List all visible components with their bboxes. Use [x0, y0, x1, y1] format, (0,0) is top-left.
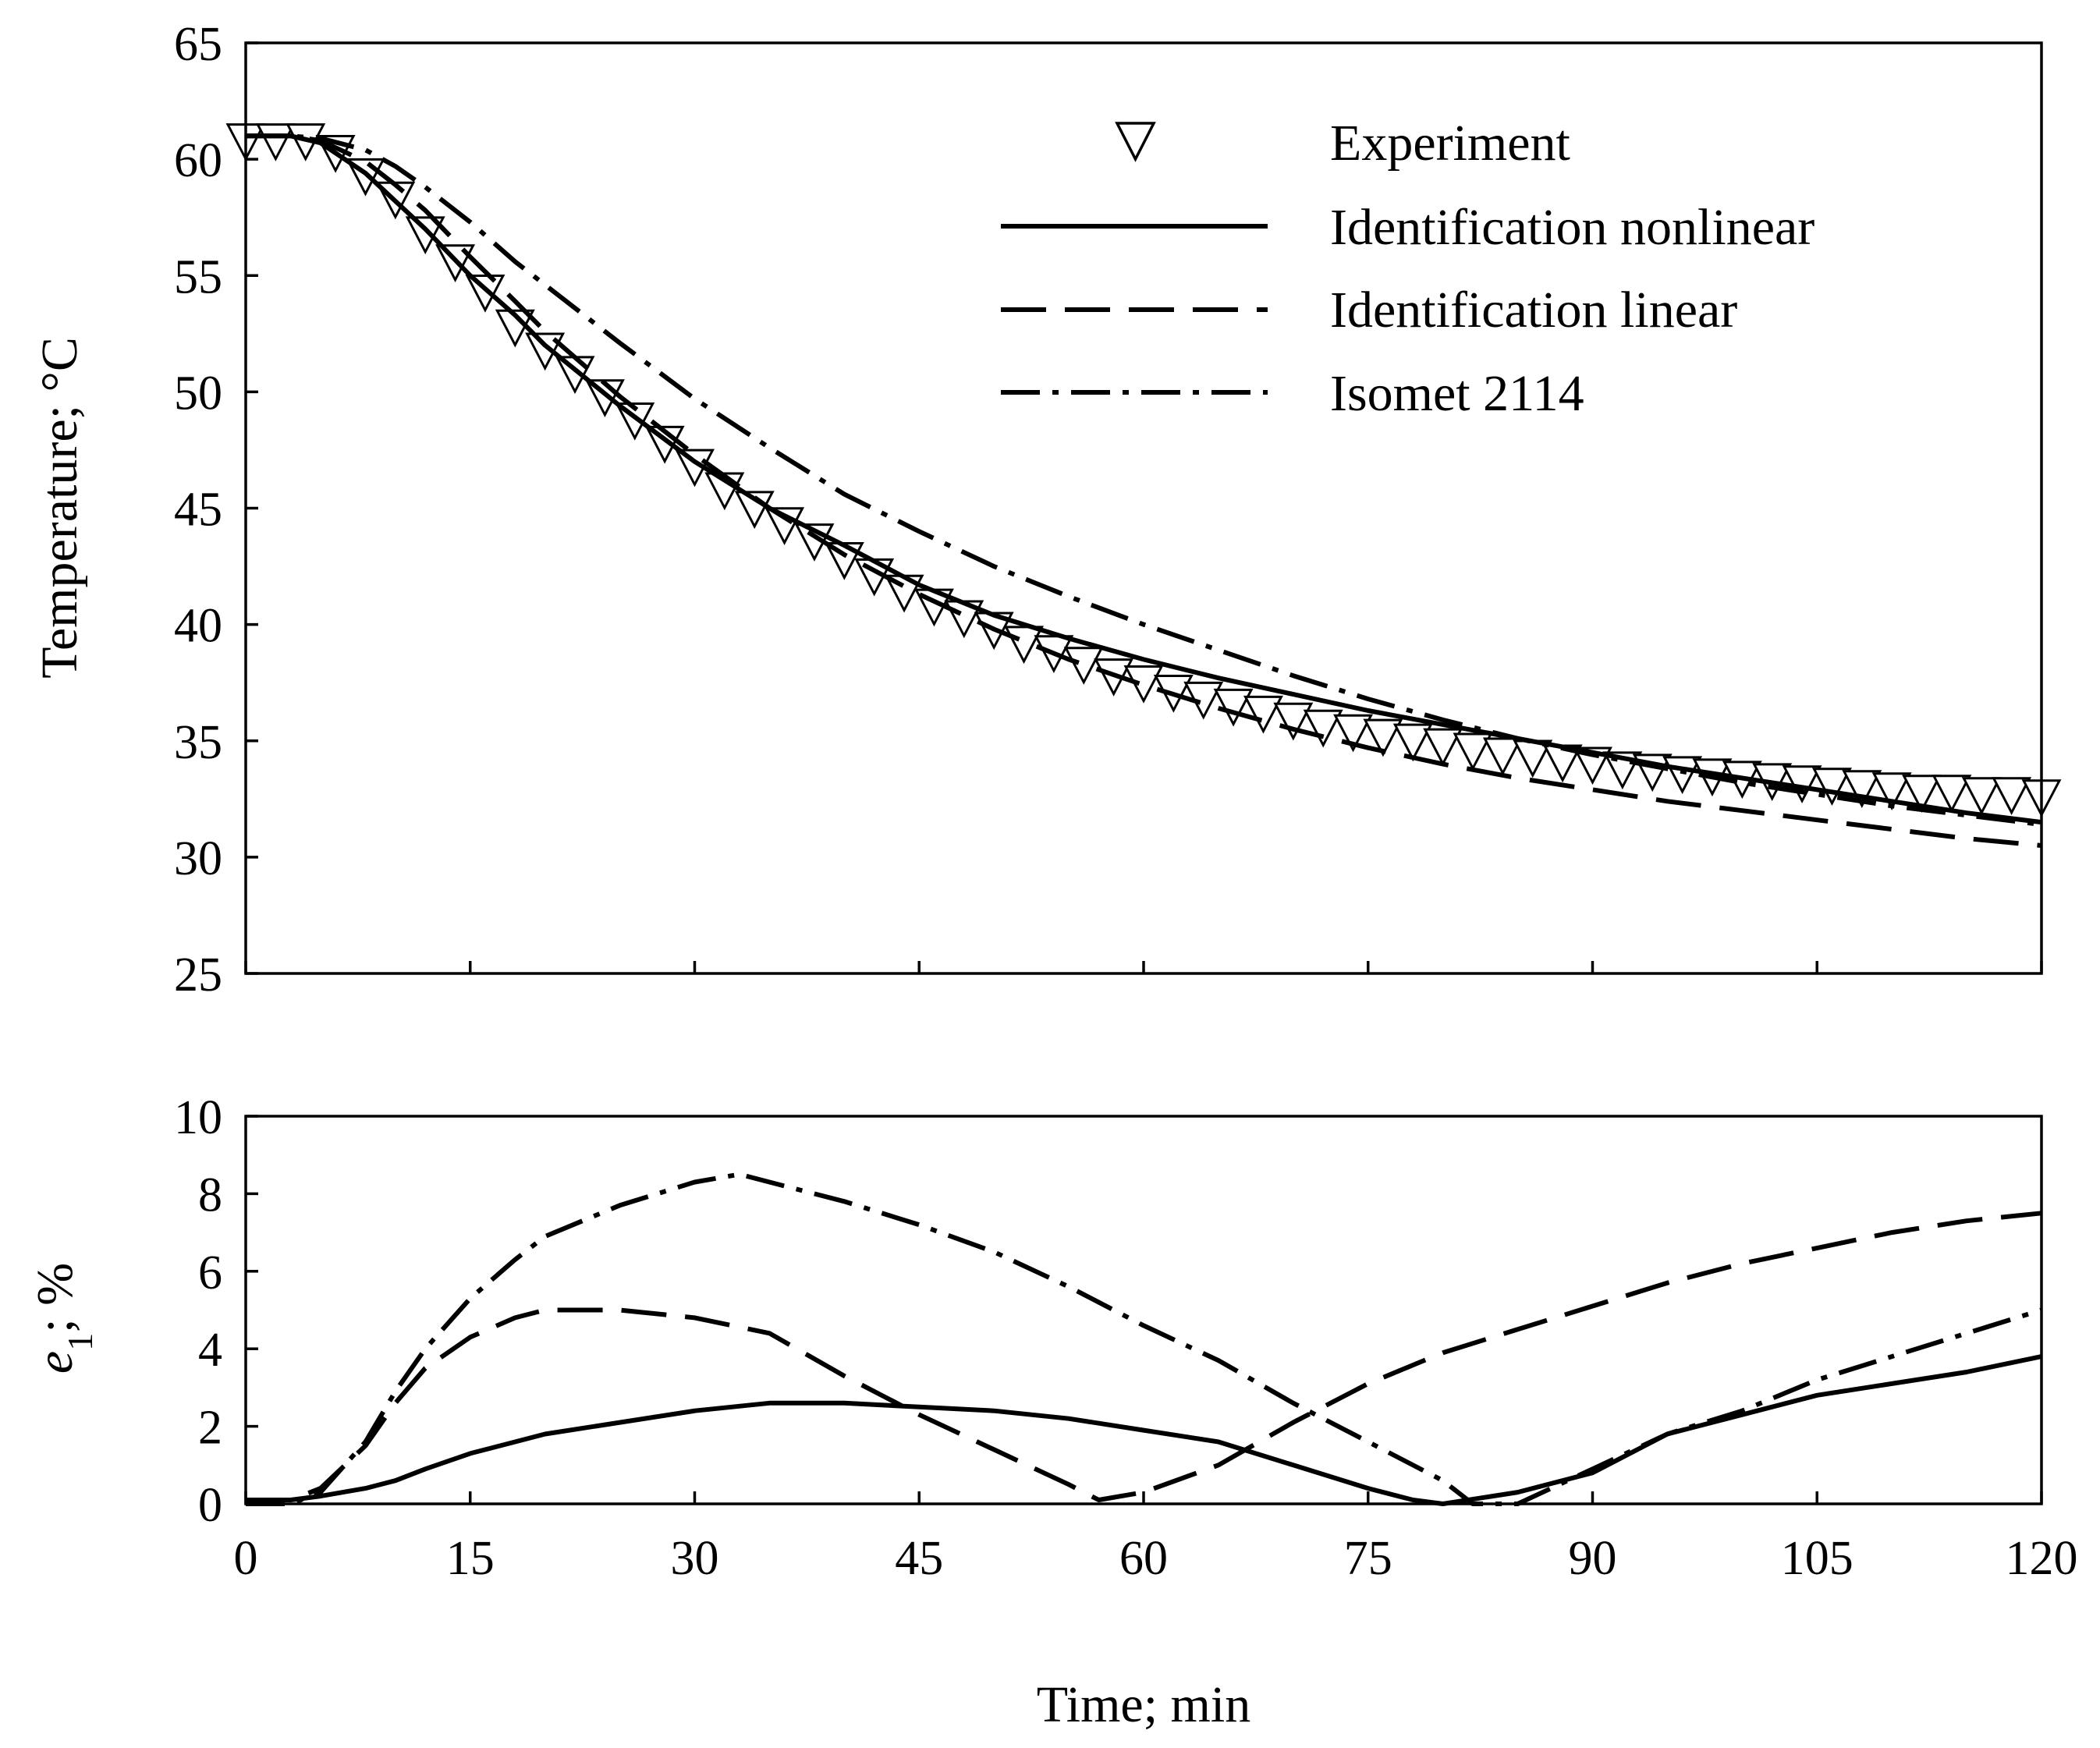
- bottom-panel-error: 0 2 4 6 8 10 0 15 30 45 60 75 90 105 120 e1; % Time; …: [27, 1091, 2078, 1733]
- bottom-xtick-label-15: 15: [446, 1532, 495, 1585]
- bottom-series-isomet-2114: [246, 1172, 2042, 1506]
- bottom-xtick-labels: 0 15 30 45 60 75 90 105 120: [234, 1532, 2078, 1585]
- top-experiment-marker: [1213, 688, 1254, 727]
- top-experiment-marker: [1482, 737, 1523, 776]
- bottom-xtick-label-90: 90: [1569, 1532, 1617, 1585]
- top-experiment-marker: [734, 491, 775, 530]
- bottom-xtick-label-105: 105: [1781, 1532, 1853, 1585]
- bottom-ytick-labels: 0 2 4 6 8 10: [174, 1091, 222, 1532]
- bottom-xtick-label-45: 45: [895, 1532, 943, 1585]
- top-ytick-labels: 25 30 35 40 45 50 55 60 65: [174, 18, 222, 1002]
- top-experiment-marker: [1363, 718, 1403, 757]
- legend-entry-isomet-2114: Isomet 2114: [1001, 365, 1584, 422]
- legend-marker-triangle: [1115, 122, 1156, 162]
- top-experiment-marker: [1961, 777, 2002, 815]
- bottom-xtick-label-120: 120: [2006, 1532, 2078, 1585]
- bottom-ytick-label-6: 6: [198, 1246, 222, 1299]
- top-ytick-label-55: 55: [174, 250, 222, 303]
- top-panel-temperature: 25 30 35 40 45 50 55 60 65 Temperature; °C Exper…: [31, 18, 2062, 1002]
- legend-label-identification-linear: Identification linear: [1330, 282, 1737, 339]
- legend: Experiment Identification nonlinear Iden…: [1001, 115, 1814, 422]
- top-experiment-marker: [405, 216, 445, 255]
- legend-label-identification-nonlinear: Identification nonlinear: [1330, 199, 1814, 256]
- top-series-isomet-2114: [246, 133, 2042, 828]
- top-experiment-marker: [495, 309, 535, 348]
- top-series: [225, 123, 2062, 848]
- bottom-series: [246, 1172, 2042, 1506]
- bottom-y-axis-title: e1; %: [27, 1263, 100, 1374]
- top-ytick-label-65: 65: [174, 18, 222, 71]
- bottom-ytick-label-8: 8: [198, 1168, 222, 1221]
- legend-label-experiment: Experiment: [1330, 115, 1570, 172]
- top-ytick-label-45: 45: [174, 484, 222, 537]
- top-experiment-marker: [1573, 746, 1612, 785]
- legend-label-isomet-2114: Isomet 2114: [1330, 365, 1584, 422]
- legend-entry-experiment: Experiment: [1115, 115, 1570, 172]
- bottom-ytick-label-10: 10: [174, 1091, 222, 1144]
- bottom-series-identification-nonlinear: [246, 1354, 2042, 1506]
- bottom-xtick-label-0: 0: [234, 1532, 258, 1585]
- top-experiment-marker: [1842, 770, 1882, 809]
- top-y-axis-title: Temperature; °C: [31, 337, 88, 679]
- top-series-experiment: [225, 123, 2062, 817]
- bottom-ytick-label-4: 4: [198, 1324, 222, 1377]
- top-ytick-label-60: 60: [174, 134, 222, 187]
- top-experiment-marker: [465, 274, 505, 313]
- top-ytick-label-50: 50: [174, 367, 222, 420]
- legend-entry-identification-nonlinear: Identification nonlinear: [1001, 199, 1814, 256]
- top-experiment-marker: [1871, 772, 1912, 810]
- top-ytick-label-25: 25: [174, 948, 222, 1002]
- bottom-xtick-label-75: 75: [1344, 1532, 1392, 1585]
- top-ytick-label-30: 30: [174, 832, 222, 885]
- top-experiment-marker: [1423, 728, 1463, 767]
- x-axis-title: Time; min: [1037, 1676, 1250, 1733]
- top-series-identification-linear: [246, 133, 2042, 848]
- top-experiment-marker: [1273, 702, 1314, 741]
- top-ytick-label-35: 35: [174, 716, 222, 769]
- top-experiment-marker: [1243, 695, 1283, 734]
- top-experiment-marker: [1303, 709, 1343, 748]
- top-experiment-marker: [1902, 775, 1942, 813]
- top-experiment-marker: [1932, 775, 1972, 813]
- bottom-xtick-label-60: 60: [1119, 1532, 1168, 1585]
- top-experiment-marker: [1392, 723, 1433, 762]
- top-experiment-marker: [1063, 647, 1104, 685]
- top-experiment-marker: [1333, 714, 1374, 753]
- bottom-series-identification-linear: [246, 1211, 2042, 1502]
- bottom-xtick-label-30: 30: [671, 1532, 719, 1585]
- top-experiment-marker: [1811, 768, 1852, 807]
- top-experiment-marker: [1453, 732, 1493, 771]
- top-experiment-marker: [255, 123, 296, 161]
- bottom-ytick-label-2: 2: [198, 1402, 222, 1455]
- top-experiment-marker: [764, 507, 805, 545]
- bottom-plot-frame: [244, 1115, 2043, 1505]
- bottom-ytick-label-0: 0: [198, 1479, 222, 1532]
- legend-entry-identification-linear: Identification linear: [1001, 282, 1737, 339]
- top-experiment-marker: [1992, 777, 2032, 815]
- top-plot-frame: [244, 41, 2043, 975]
- top-series-identification-nonlinear: [246, 133, 2042, 825]
- top-ytick-label-40: 40: [174, 600, 222, 653]
